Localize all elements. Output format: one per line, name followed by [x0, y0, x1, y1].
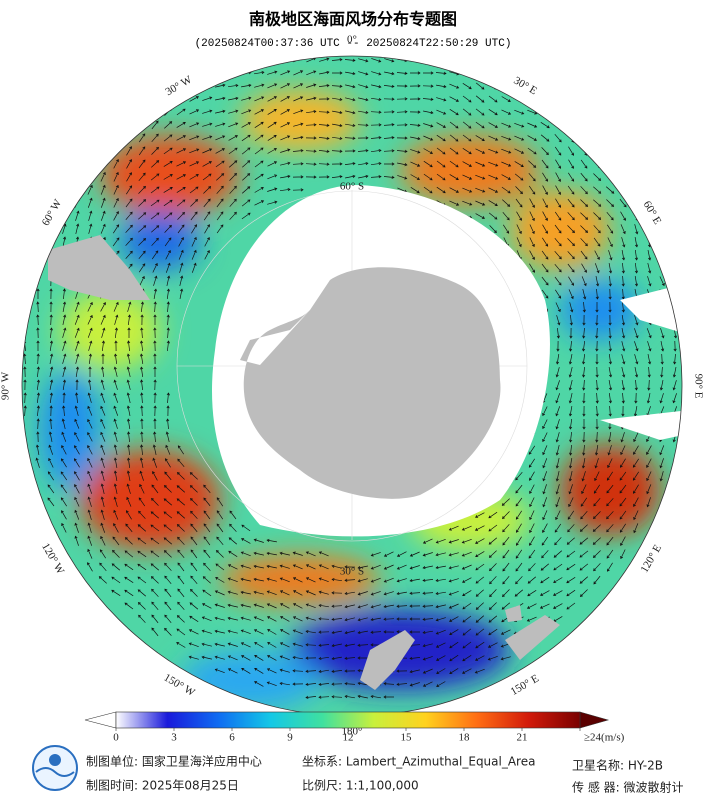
colorbar-tick-label: 21: [517, 732, 528, 744]
longitude-label: 90° W: [0, 371, 12, 400]
footer-date: 制图时间: 2025年08月25日: [86, 779, 239, 793]
colorbar-tick-label: ≥24(m/s): [584, 732, 625, 744]
longitude-label: 120° W: [39, 541, 67, 577]
footer-unit: 制图单位: 国家卫星海洋应用中心: [86, 754, 262, 769]
colorbar-tick-label: 12: [343, 732, 354, 744]
subtitle: (20250824T00:37:36 UTC -- 20250824T22:50…: [195, 38, 512, 50]
land: [48, 235, 150, 300]
longitude-label: 60° E: [641, 199, 664, 227]
colorbar: [115, 711, 581, 729]
latitude-label: 60° S: [340, 181, 364, 193]
longitude-label: 180°: [342, 726, 363, 738]
footer-projection: 坐标系: Lambert_Azimuthal_Equal_Area: [302, 755, 535, 769]
colorbar-tick-label: 9: [287, 732, 293, 744]
colorbar-min-arrow: [84, 711, 117, 729]
colorbar-tick-label: 6: [229, 732, 235, 744]
footer-satellite: 卫星名称: HY-2B: [572, 758, 663, 773]
logo: [32, 745, 78, 791]
latitude-label: 30° S: [340, 566, 364, 578]
antarctica: [240, 267, 501, 499]
longitude-label: 60° W: [40, 197, 65, 228]
longitude-label: 30° W: [163, 73, 194, 98]
longitude-label: 0°: [347, 34, 357, 46]
longitude-label: 120° E: [638, 542, 664, 575]
colorbar-tick-label: 15: [401, 732, 413, 744]
colorbar-ticks: 0 3 6 9 12 15 18 21 ≥24(m/s): [113, 728, 625, 744]
title: 南极地区海面风场分布专题图: [249, 10, 457, 29]
colorbar-tick-label: 3: [171, 732, 177, 744]
footer-sensor: 传 感 器: 微波散射计: [572, 780, 684, 795]
land: [505, 615, 560, 660]
land: [505, 605, 522, 622]
footer-scale: 比例尺: 1:1,100,000: [302, 779, 419, 793]
colorbar-max-arrow: [579, 711, 610, 729]
longitude-label: 150° W: [162, 672, 198, 700]
no-data: [620, 285, 682, 340]
colorbar-tick-label: 18: [459, 732, 471, 744]
land: [360, 630, 415, 690]
longitude-label: 30° E: [511, 75, 539, 98]
longitude-label: 150° E: [509, 672, 542, 698]
colorbar-tick-label: 0: [113, 732, 119, 744]
longitude-label: 90° E: [692, 374, 704, 399]
